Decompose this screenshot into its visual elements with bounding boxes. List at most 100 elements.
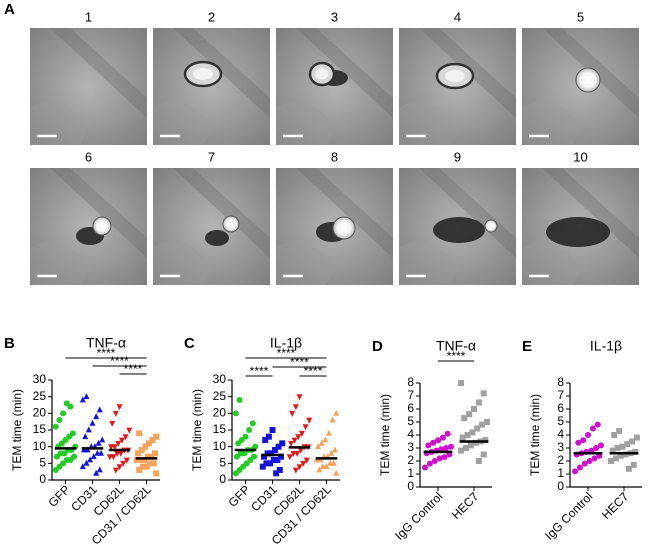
y-tick-label: 20 bbox=[213, 406, 227, 420]
panel-label: E bbox=[522, 338, 532, 355]
data-point bbox=[263, 460, 270, 467]
data-point bbox=[116, 464, 123, 471]
frame-image bbox=[522, 28, 639, 145]
x-tick-label: IgG Control bbox=[542, 489, 595, 542]
data-point bbox=[120, 460, 127, 467]
data-point bbox=[479, 421, 486, 428]
data-point bbox=[143, 463, 150, 470]
data-point bbox=[142, 443, 149, 450]
frame-number: 7 bbox=[208, 149, 215, 164]
data-point bbox=[444, 430, 451, 437]
frame-number: 8 bbox=[331, 149, 338, 164]
y-tick-label: 15 bbox=[213, 422, 227, 436]
y-tick-label: 5 bbox=[557, 414, 564, 428]
y-tick-label: 20 bbox=[33, 406, 47, 420]
data-point bbox=[591, 455, 598, 462]
frame-background bbox=[276, 28, 393, 145]
data-point bbox=[116, 404, 123, 411]
data-point bbox=[323, 463, 330, 470]
data-point bbox=[134, 450, 141, 457]
data-point bbox=[466, 411, 473, 418]
data-point bbox=[252, 443, 259, 450]
data-point bbox=[608, 458, 615, 464]
data-point bbox=[117, 450, 124, 457]
chart-title: IL-1β bbox=[270, 335, 302, 351]
data-point bbox=[297, 447, 304, 454]
y-tick-label: 10 bbox=[213, 439, 227, 453]
data-point bbox=[96, 466, 103, 473]
data-point bbox=[622, 451, 629, 458]
data-point bbox=[137, 457, 144, 463]
data-point bbox=[71, 453, 78, 460]
y-tick-label: 6 bbox=[407, 401, 414, 415]
data-point bbox=[87, 456, 94, 463]
data-point bbox=[585, 432, 591, 438]
data-point bbox=[149, 437, 156, 443]
data-point bbox=[609, 447, 616, 454]
data-point bbox=[82, 433, 89, 440]
y-tick-label: 7 bbox=[557, 388, 564, 402]
y-tick-label: 8 bbox=[407, 375, 414, 389]
data-point bbox=[292, 467, 299, 474]
significance-label: **** bbox=[277, 346, 296, 360]
data-point bbox=[586, 458, 593, 464]
x-tick-label: HEC7 bbox=[599, 489, 632, 522]
significance-label: **** bbox=[124, 362, 143, 376]
frame-number: 10 bbox=[573, 149, 587, 164]
data-point bbox=[632, 448, 639, 455]
frame-texture bbox=[522, 101, 582, 145]
cell-core bbox=[193, 68, 213, 80]
data-point bbox=[572, 468, 579, 475]
y-tick-label: 30 bbox=[33, 372, 47, 386]
data-point bbox=[594, 421, 601, 428]
data-point bbox=[133, 457, 140, 463]
data-point bbox=[79, 463, 86, 470]
data-point bbox=[314, 443, 321, 450]
y-axis-label: TEM time (min) bbox=[378, 394, 392, 476]
cell bbox=[92, 216, 112, 236]
cell bbox=[575, 67, 601, 93]
data-point bbox=[98, 449, 105, 456]
data-point bbox=[144, 453, 151, 460]
data-point bbox=[294, 450, 301, 457]
data-point bbox=[99, 436, 106, 443]
y-tick-label: 2 bbox=[407, 453, 414, 467]
frame-texture bbox=[276, 241, 336, 285]
cell bbox=[484, 219, 498, 233]
data-point bbox=[426, 460, 433, 467]
data-point bbox=[330, 459, 337, 466]
data-point bbox=[318, 439, 325, 446]
data-point bbox=[306, 417, 313, 424]
data-point bbox=[614, 445, 621, 451]
y-tick-label: 0 bbox=[39, 472, 46, 486]
data-point bbox=[123, 457, 130, 464]
y-tick-label: 3 bbox=[407, 440, 414, 454]
data-point bbox=[69, 430, 76, 437]
data-point bbox=[259, 463, 266, 470]
significance-label: **** bbox=[290, 355, 309, 369]
y-tick-label: 0 bbox=[407, 479, 414, 493]
data-point bbox=[126, 427, 133, 434]
data-point bbox=[443, 445, 450, 451]
data-point bbox=[111, 444, 118, 451]
data-point bbox=[625, 465, 632, 472]
frame-texture bbox=[153, 241, 213, 285]
data-point bbox=[325, 429, 332, 436]
axis bbox=[419, 383, 492, 488]
data-point bbox=[52, 423, 59, 430]
data-point bbox=[273, 470, 280, 477]
frame-texture bbox=[173, 168, 270, 258]
data-point bbox=[467, 442, 474, 449]
data-point bbox=[469, 429, 476, 436]
cell-shadow bbox=[433, 217, 485, 243]
data-point bbox=[474, 425, 481, 432]
data-point bbox=[141, 457, 148, 463]
data-point bbox=[96, 406, 103, 413]
data-point bbox=[462, 445, 469, 451]
data-point bbox=[93, 469, 100, 476]
cell-core bbox=[445, 70, 465, 82]
chart-title: TNF-α bbox=[86, 335, 126, 351]
frame-number: 5 bbox=[577, 9, 584, 24]
y-tick-label: 8 bbox=[557, 375, 564, 389]
